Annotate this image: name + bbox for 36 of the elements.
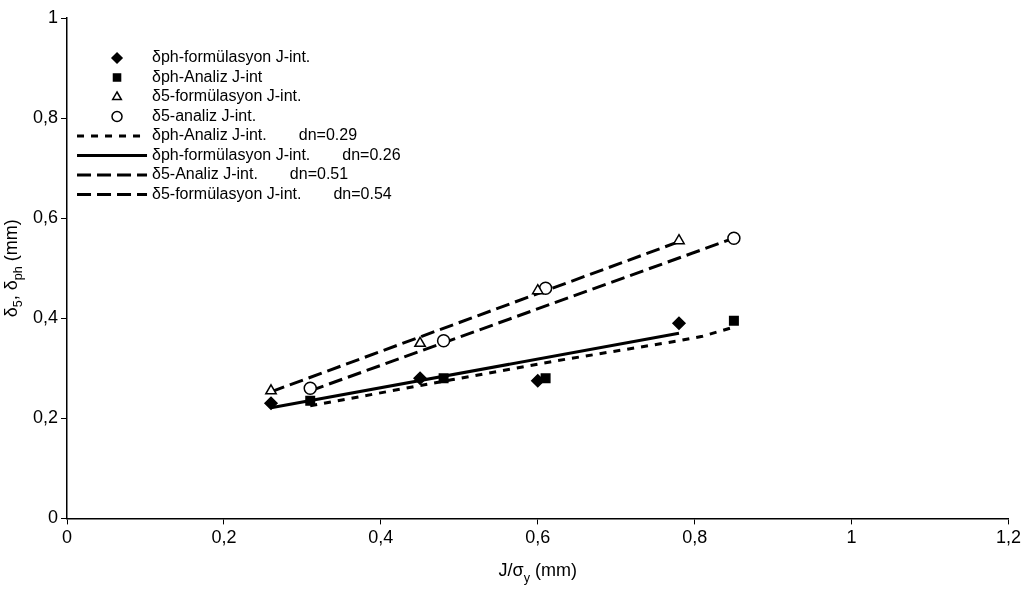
legend-label: δ5-formülasyon J-int. (152, 87, 302, 105)
point (265, 384, 277, 395)
y-tick-label: 0,2 (32, 407, 59, 428)
y-tick-label: 0,6 (32, 207, 59, 228)
point (413, 371, 427, 386)
legend-label: δph-formülasyon J-int. (152, 48, 311, 66)
legend-label: δ5-Analiz J-int. dn=0.51 (152, 165, 349, 183)
y-tick-label: 0,4 (32, 307, 59, 328)
point (414, 336, 427, 348)
point (305, 395, 316, 406)
point (672, 316, 686, 330)
point (436, 334, 451, 348)
point (303, 381, 317, 396)
y-axis-title: δ5, δph (mm) (1, 219, 26, 318)
point (264, 396, 278, 411)
point (728, 315, 739, 326)
x-tick-label: 1 (846, 527, 857, 548)
y-tick-label: 1 (48, 6, 59, 27)
x-tick-label: 0,4 (368, 527, 394, 548)
point (727, 231, 741, 245)
point (531, 374, 545, 388)
y-tick-label: 0 (48, 507, 59, 528)
x-tick-label: 0,2 (211, 527, 237, 548)
point (531, 283, 544, 295)
point (438, 373, 449, 384)
legend-label: δ5-formülasyon J-int. dn=0.54 (152, 184, 392, 202)
legend-label: δph-Analiz J-int. dn=0.29 (152, 126, 358, 144)
legend-label: δph-Analiz J-int (152, 67, 263, 85)
legend-label: δ5-analiz J-int. (152, 106, 257, 124)
x-tick-label: 1,2 (995, 527, 1021, 548)
x-tick-label: 0,6 (525, 527, 551, 548)
legend-label: δph-formülasyon J-int. dn=0.26 (152, 145, 401, 163)
point (673, 233, 685, 245)
x-tick-label: 0 (62, 527, 73, 548)
x-tick-label: 0,8 (682, 527, 708, 548)
y-tick-label: 0,8 (32, 107, 59, 128)
